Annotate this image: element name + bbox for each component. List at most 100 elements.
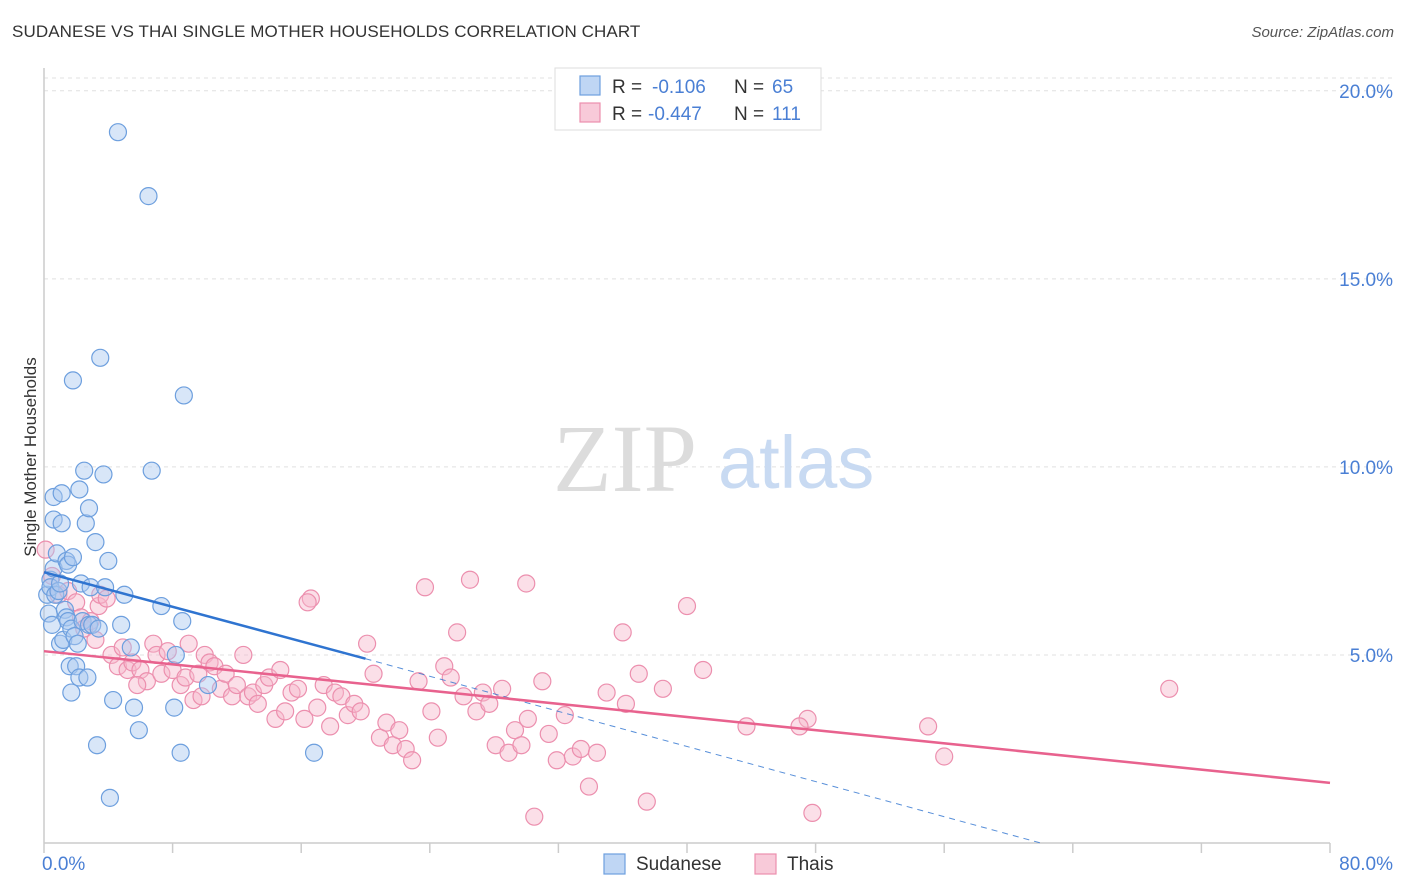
sudanese-point: [49, 581, 68, 601]
thai-point: [137, 672, 156, 691]
sudanese-point: [55, 600, 74, 619]
thai-point: [266, 709, 285, 728]
y-tick-label: 10.0%: [1339, 458, 1393, 479]
thai-point: [935, 747, 954, 766]
legend-swatch-thais: [579, 102, 601, 123]
thai-point: [298, 593, 317, 612]
thai-point: [358, 634, 377, 653]
grid-lines: [44, 77, 1392, 656]
sudanese-point: [78, 668, 97, 687]
sudanese-point: [75, 461, 94, 480]
thai-point: [616, 694, 636, 713]
sudanese-trend-extension: [365, 658, 1041, 844]
thai-point: [152, 664, 171, 683]
chart-title: SUDANESE VS THAI SINGLE MOTHER HOUSEHOLD…: [12, 22, 641, 41]
thai-point: [547, 751, 566, 770]
legend-r-value: -0.106: [652, 77, 706, 98]
sudanese-point: [104, 690, 123, 710]
thai-point: [441, 668, 460, 687]
thai-point: [128, 675, 147, 695]
thai-point: [288, 679, 308, 698]
thai-point: [525, 807, 544, 826]
thai-point: [571, 739, 591, 759]
watermark: ZIP atlas: [553, 405, 874, 512]
thai-point: [677, 596, 697, 616]
sudanese-point: [304, 743, 324, 762]
thai-point: [276, 702, 295, 721]
trend-lines: [43, 571, 1331, 844]
sudanese-point: [52, 484, 71, 503]
sudanese-point: [100, 788, 120, 807]
thai-point: [517, 574, 536, 593]
thai-point: [308, 698, 327, 717]
sudanese-point: [165, 698, 184, 717]
sudanese-point: [86, 533, 105, 552]
thai-point: [234, 645, 253, 665]
thai-point: [345, 694, 364, 713]
axes: [43, 68, 1331, 853]
thai-point: [597, 683, 616, 702]
thai-point: [613, 623, 632, 642]
thai-trend-line: [43, 649, 1331, 785]
thai-point: [790, 717, 809, 736]
legend-r-label: R =: [612, 104, 642, 125]
bottom-legend-sudanese: Sudanese: [636, 854, 722, 875]
legend-n-label: N =: [734, 77, 764, 98]
sudanese-point: [67, 657, 86, 676]
thai-point: [403, 751, 422, 770]
thai-point: [803, 803, 822, 823]
sudanese-point: [174, 386, 193, 405]
sudanese-point: [63, 548, 83, 567]
y-tick-label: 5.0%: [1350, 646, 1393, 667]
thai-point: [321, 717, 340, 736]
sudanese-point: [87, 736, 107, 755]
legend: R = -0.106 N = 65 R = -0.447 N = 111: [554, 67, 822, 131]
sudanese-point: [129, 721, 148, 740]
thai-point: [351, 702, 370, 721]
sudanese-point: [171, 743, 190, 762]
y-tick-labels: 5.0% 10.0% 15.0% 20.0%: [1339, 82, 1393, 667]
sudanese-point: [50, 574, 70, 593]
sudanese-point: [166, 645, 185, 665]
thai-point: [86, 630, 105, 650]
bottom-legend-swatch-thais: [754, 853, 777, 875]
legend-r-label: R =: [612, 77, 642, 98]
sudanese-point: [112, 615, 131, 634]
watermark-zip: ZIP: [553, 405, 697, 512]
x-tick-label: 0.0%: [42, 854, 85, 875]
sudanese-point: [142, 461, 161, 480]
sudanese-point: [62, 683, 81, 702]
legend-n-label: N =: [734, 104, 764, 125]
thai-point: [192, 687, 211, 706]
thai-point: [415, 578, 435, 597]
thai-point: [512, 736, 531, 755]
source-label: Source: ZipAtlas.com: [1251, 24, 1394, 41]
sudanese-point: [108, 123, 128, 142]
thai-point: [637, 792, 656, 811]
sudanese-point: [173, 612, 192, 631]
thai-point: [422, 702, 441, 721]
sudanese-point: [79, 499, 99, 518]
thai-point: [448, 623, 467, 642]
sudanese-point: [52, 514, 71, 533]
thai-point: [1160, 679, 1179, 698]
thai-point: [533, 672, 552, 691]
x-tick-label: 80.0%: [1339, 854, 1393, 875]
thai-point: [539, 724, 558, 744]
y-axis-label: Single Mother Households: [21, 357, 40, 556]
legend-r-value: -0.447: [648, 104, 702, 125]
x-tick-labels: 0.0% 80.0%: [42, 854, 1393, 875]
thai-point: [222, 687, 242, 706]
sudanese-point: [63, 371, 83, 390]
sudanese-trend-line: [43, 571, 366, 660]
sudanese-point: [121, 638, 140, 657]
thai-point: [295, 709, 314, 728]
thai-point: [480, 694, 499, 713]
thai-point: [454, 687, 473, 706]
thai-point: [390, 721, 409, 740]
sudanese-point: [91, 348, 110, 367]
thai-point: [36, 540, 55, 559]
thai-point: [227, 675, 246, 695]
sudanese-point: [139, 187, 158, 206]
legend-n-value: 65: [772, 77, 793, 98]
